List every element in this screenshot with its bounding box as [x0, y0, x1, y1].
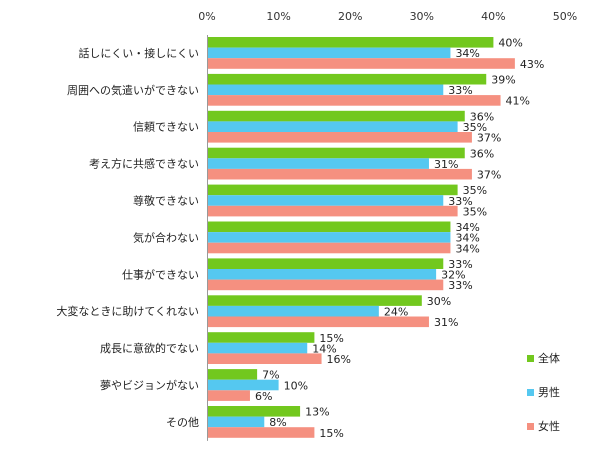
legend-label: 全体 [538, 351, 560, 365]
bar [207, 184, 458, 196]
bar [207, 37, 494, 48]
value-label: 8% [269, 416, 286, 429]
x-tick-label: 50% [553, 10, 577, 23]
bar [207, 332, 315, 343]
category-labels: 話しにくい・接しにくい周囲への気遣いができない信頼できない考え方に共感できない尊… [56, 46, 199, 429]
value-label: 40% [498, 37, 522, 50]
bar [207, 110, 465, 122]
bar [207, 353, 322, 364]
value-label: 36% [470, 147, 494, 160]
x-tick-label: 0% [198, 10, 215, 23]
value-label: 33% [448, 84, 472, 97]
value-label: 10% [284, 379, 308, 392]
bar [207, 258, 444, 269]
value-label: 14% [312, 342, 336, 355]
category-label: 考え方に共感できない [89, 157, 199, 171]
bar [207, 73, 487, 85]
category-label: 話しにくい・接しにくい [78, 46, 199, 60]
value-label: 37% [477, 132, 501, 145]
value-label: 43% [520, 58, 544, 71]
value-label: 16% [327, 353, 351, 366]
category-label: 尊敬できない [133, 194, 199, 208]
bar [207, 205, 458, 217]
x-tick-label: 10% [266, 10, 290, 23]
value-label: 37% [477, 169, 501, 182]
bar [207, 147, 465, 159]
bar [207, 168, 472, 180]
bar [207, 369, 258, 380]
value-label: 6% [255, 390, 272, 403]
value-label: 30% [427, 295, 451, 308]
value-label: 33% [448, 279, 472, 292]
value-label: 35% [463, 205, 487, 218]
bar [207, 158, 429, 169]
value-label: 24% [384, 306, 408, 319]
value-label: 39% [491, 74, 515, 87]
bar [207, 390, 250, 401]
value-label: 31% [434, 316, 458, 329]
category-label: 夢やビジョンがない [100, 378, 199, 392]
category-label: 仕事ができない [122, 267, 199, 281]
bar [207, 47, 451, 59]
x-tick-label: 30% [410, 10, 434, 23]
bar [207, 95, 501, 106]
value-label: 33% [448, 258, 472, 271]
bars [207, 37, 515, 438]
bar [207, 242, 451, 254]
value-label: 36% [470, 110, 494, 123]
value-label: 15% [319, 332, 343, 345]
value-label: 34% [455, 221, 479, 234]
bar [207, 279, 444, 291]
value-label: 34% [455, 47, 479, 60]
value-label: 35% [463, 184, 487, 197]
value-label: 34% [455, 242, 479, 255]
value-labels: 40%34%43%39%33%41%36%35%37%36%31%37%35%3… [255, 37, 544, 440]
value-label: 35% [463, 121, 487, 134]
bar [207, 195, 444, 206]
category-label: 気が合わない [133, 230, 199, 244]
value-label: 31% [434, 158, 458, 171]
bar [207, 427, 315, 438]
value-label: 15% [319, 427, 343, 440]
bar [207, 295, 422, 306]
bar [207, 316, 429, 328]
legend-swatch [527, 355, 534, 362]
bar [207, 379, 279, 391]
bar [207, 84, 444, 96]
bar [207, 406, 301, 417]
bar [207, 269, 437, 280]
bar [207, 232, 451, 243]
bar [207, 416, 265, 428]
bar [207, 221, 451, 233]
x-tick-labels: 0% 10% 20% 30% 40% 50% [198, 10, 577, 23]
bar [207, 342, 308, 354]
category-label: 成長に意欲的でない [100, 341, 199, 355]
value-label: 7% [262, 369, 279, 382]
bar [207, 121, 458, 132]
value-label: 32% [441, 269, 465, 282]
bar [207, 305, 379, 317]
legend-swatch [527, 423, 534, 430]
x-tick-label: 40% [481, 10, 505, 23]
bar [207, 58, 515, 69]
category-label: その他 [166, 416, 199, 429]
value-label: 34% [455, 232, 479, 245]
legend-label: 女性 [538, 419, 560, 433]
x-tick-label: 20% [338, 10, 362, 23]
value-label: 33% [448, 195, 472, 208]
category-label: 信頼できない [133, 121, 199, 134]
value-label: 13% [305, 406, 329, 419]
bar [207, 132, 472, 143]
category-label: 周囲への気遣いができない [67, 83, 199, 97]
value-label: 41% [506, 95, 530, 108]
category-label: 大変なときに助けてくれない [56, 304, 199, 318]
legend-label: 男性 [538, 385, 560, 399]
legend-swatch [527, 389, 534, 396]
